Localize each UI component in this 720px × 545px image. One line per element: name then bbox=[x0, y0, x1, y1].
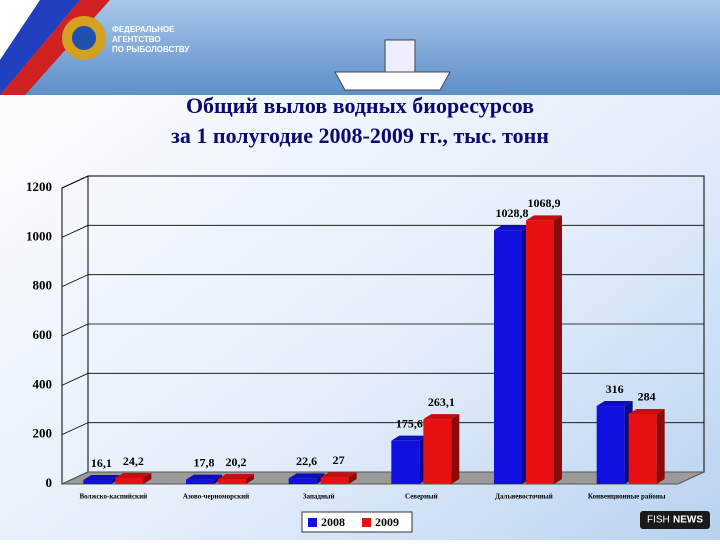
y-tick-label: 0 bbox=[46, 475, 53, 490]
grid-line bbox=[61, 224, 704, 238]
bar bbox=[596, 406, 625, 484]
bar bbox=[83, 480, 112, 484]
emblem-core bbox=[72, 26, 96, 50]
value-label: 17,8 bbox=[194, 455, 215, 469]
grid-line bbox=[61, 175, 704, 189]
bar bbox=[391, 440, 420, 484]
value-label: 1028,8 bbox=[496, 206, 529, 220]
bar-top bbox=[494, 225, 530, 231]
legend-swatch bbox=[362, 518, 371, 527]
value-label: 16,1 bbox=[91, 456, 112, 470]
value-label: 27 bbox=[333, 453, 345, 467]
x-tick-label: Азово-черноморский bbox=[183, 493, 249, 501]
bar bbox=[218, 479, 246, 484]
value-label: 175,6 bbox=[396, 416, 423, 430]
y-tick-label: 800 bbox=[33, 278, 53, 293]
value-label: 1068,9 bbox=[528, 196, 561, 210]
chart-title: за 1 полугодие 2008-2009 гг., тыс. тонн bbox=[171, 123, 549, 148]
bar-side bbox=[554, 215, 562, 484]
bar-side bbox=[656, 408, 665, 484]
legend bbox=[301, 511, 413, 533]
bar-top bbox=[83, 475, 120, 481]
x-tick-label: Северный bbox=[405, 493, 438, 501]
value-label: 284 bbox=[638, 390, 656, 404]
y-tick-label: 1000 bbox=[26, 228, 52, 243]
bar-top bbox=[628, 408, 665, 414]
bar bbox=[288, 478, 317, 484]
bar-side bbox=[348, 472, 357, 484]
bar-top bbox=[218, 474, 254, 480]
bar-top bbox=[526, 215, 562, 221]
x-tick-label: Дальневосточный bbox=[495, 493, 553, 501]
bar-side bbox=[143, 473, 152, 484]
bar-top bbox=[596, 401, 633, 407]
value-label: 24,2 bbox=[123, 454, 144, 468]
value-label: 22,6 bbox=[296, 454, 317, 468]
legend-swatch bbox=[308, 518, 317, 527]
bar-top bbox=[288, 473, 325, 479]
fishnews-badge bbox=[640, 511, 710, 529]
bar bbox=[628, 413, 657, 484]
value-label: 263,1 bbox=[428, 395, 455, 409]
value-label: 20,2 bbox=[226, 455, 247, 469]
ship bbox=[334, 71, 451, 91]
y-tick-label: 200 bbox=[33, 426, 53, 441]
bar bbox=[423, 419, 452, 484]
agency-line: АГЕНТСТВО bbox=[112, 35, 161, 44]
bar-top bbox=[115, 473, 152, 479]
y-tick-label: 400 bbox=[33, 376, 53, 391]
bar-side bbox=[451, 414, 460, 484]
legend-label: 2009 bbox=[375, 515, 399, 529]
bar bbox=[526, 220, 554, 484]
legend-label: 2008 bbox=[321, 515, 345, 529]
value-label: 316 bbox=[606, 382, 624, 396]
bar bbox=[320, 477, 349, 484]
x-tick-label: Волжско-каспийский bbox=[79, 493, 147, 501]
y-tick-label: 1200 bbox=[26, 179, 52, 194]
bar-top bbox=[391, 435, 428, 441]
x-tick-label: Конвенционные районы bbox=[588, 493, 666, 501]
x-tick-label: Западный bbox=[303, 493, 335, 501]
bar bbox=[494, 230, 522, 484]
bar-top bbox=[423, 414, 460, 420]
chart-title: Общий вылов водных биоресурсов bbox=[186, 93, 534, 118]
ship-cabin bbox=[384, 39, 416, 73]
y-tick-label: 600 bbox=[33, 327, 53, 342]
bar bbox=[186, 479, 214, 484]
bar-top bbox=[186, 474, 222, 480]
agency-line: ПО РЫБОЛОВСТВУ bbox=[112, 45, 190, 54]
bar-top bbox=[320, 472, 357, 478]
fishnews-logo: NEWS bbox=[673, 515, 703, 526]
bar-side bbox=[246, 474, 254, 484]
agency-line: ФЕДЕРАЛЬНОЕ bbox=[112, 25, 175, 34]
bar bbox=[115, 478, 144, 484]
fishnews-logo: FISH bbox=[647, 515, 670, 526]
